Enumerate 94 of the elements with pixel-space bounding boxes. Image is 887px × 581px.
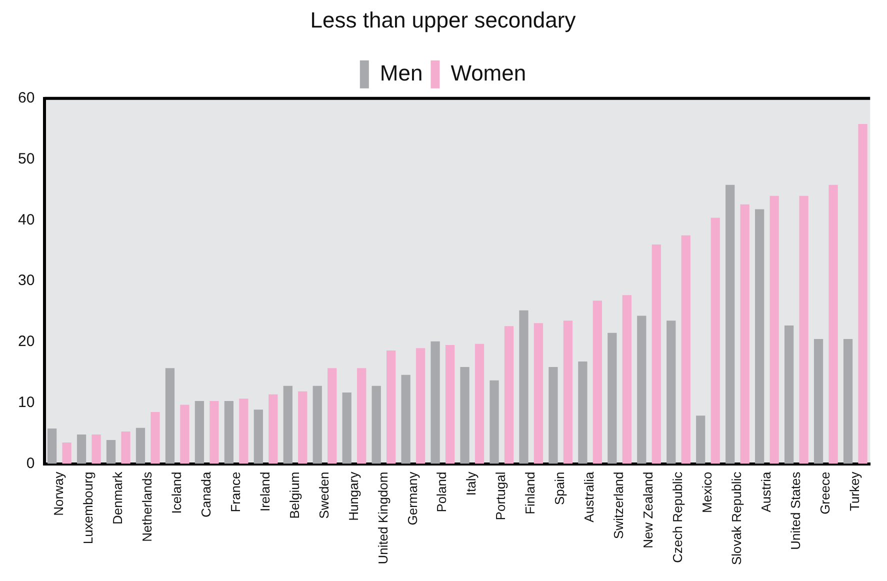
x-tick-label: Slovak Republic	[729, 471, 744, 566]
legend-label: Women	[450, 60, 526, 86]
bar	[92, 434, 101, 464]
x-tick-label: Portugal	[493, 472, 508, 520]
bar	[740, 204, 750, 464]
bar	[652, 244, 661, 464]
bar	[710, 218, 720, 464]
bar	[357, 368, 366, 464]
bar	[224, 401, 234, 464]
x-tick-label: Denmark	[110, 471, 125, 525]
y-tick-label: 40	[18, 211, 35, 228]
bar	[637, 316, 646, 464]
bar	[372, 386, 381, 464]
x-tick-label: Czech Republic	[670, 471, 686, 563]
bar	[150, 412, 160, 464]
bar	[519, 310, 528, 464]
bar	[828, 184, 838, 464]
bar	[268, 394, 278, 464]
bar	[608, 332, 617, 464]
bar	[194, 401, 204, 464]
chart-title: Less than upper secondary	[310, 7, 576, 32]
x-tick-label: Netherlands	[139, 471, 154, 542]
x-tick-label: Greece	[817, 472, 832, 514]
x-tick-label: New Zealand	[640, 472, 656, 548]
x-tick-label: Luxembourg	[80, 472, 96, 544]
x-tick-label: Spain	[552, 472, 568, 506]
bar	[62, 442, 72, 464]
bar	[342, 392, 352, 464]
x-tick-label: Ireland	[257, 472, 272, 512]
x-tick-label: Hungary	[346, 471, 361, 521]
y-tick-label: 60	[18, 90, 35, 107]
y-tick-label: 30	[18, 272, 35, 290]
x-tick-label: Finland	[522, 472, 538, 514]
bar	[490, 380, 499, 464]
bar	[770, 196, 779, 464]
bar	[210, 401, 219, 464]
x-tick-label: United States	[788, 471, 803, 550]
bar	[622, 295, 632, 464]
x-tick-label: Canada	[198, 471, 214, 518]
bar	[239, 398, 248, 464]
bar	[136, 428, 146, 464]
x-tick-label: Belgium	[286, 472, 302, 519]
bar	[578, 361, 588, 464]
bar	[681, 235, 690, 464]
bar	[814, 338, 824, 464]
bar	[165, 368, 175, 464]
bar	[843, 338, 853, 464]
x-tick-label: Poland	[434, 472, 450, 512]
bar	[298, 391, 308, 464]
bar	[534, 323, 544, 464]
bar	[312, 386, 322, 464]
bar	[474, 344, 484, 464]
y-tick-label: 20	[18, 333, 35, 350]
bar	[504, 326, 514, 464]
bar	[416, 348, 426, 464]
bar	[121, 432, 130, 464]
bar	[386, 350, 396, 464]
x-tick-label: Turkey	[846, 471, 862, 512]
x-tick-label: France	[228, 472, 243, 512]
bar	[430, 341, 440, 464]
bar	[592, 300, 602, 464]
x-tick-label: Italy	[464, 471, 479, 496]
bar	[401, 374, 410, 464]
x-tick-label: Sweden	[316, 472, 332, 519]
y-tick-label: 10	[18, 394, 35, 412]
bar	[283, 386, 292, 464]
bar	[76, 434, 86, 464]
bar	[180, 404, 190, 464]
x-tick-label: Germany	[404, 471, 420, 526]
legend-label: Men	[380, 60, 423, 86]
x-tick-label: Australia	[582, 471, 597, 522]
x-tick-label: Mexico	[700, 472, 715, 513]
bar	[696, 416, 706, 464]
y-tick-label: 0	[26, 454, 35, 472]
x-tick-label: Norway	[51, 471, 66, 516]
x-tick-label: Austria	[758, 471, 774, 512]
x-tick-label: Iceland	[168, 472, 184, 514]
bar	[106, 440, 116, 464]
bar	[726, 184, 735, 464]
bar	[328, 368, 337, 464]
bar	[755, 209, 764, 464]
bar	[445, 345, 455, 464]
bar	[563, 320, 573, 464]
bar	[47, 428, 57, 464]
x-tick-label: United Kingdom	[375, 472, 390, 564]
x-tick-label: Switzerland	[611, 472, 626, 539]
bar	[666, 320, 676, 464]
bar	[460, 366, 470, 464]
bar	[799, 196, 808, 464]
bar	[784, 326, 794, 464]
y-tick-label: 50	[18, 150, 35, 168]
bar	[858, 124, 868, 464]
bar	[548, 366, 558, 464]
bar	[254, 410, 263, 464]
